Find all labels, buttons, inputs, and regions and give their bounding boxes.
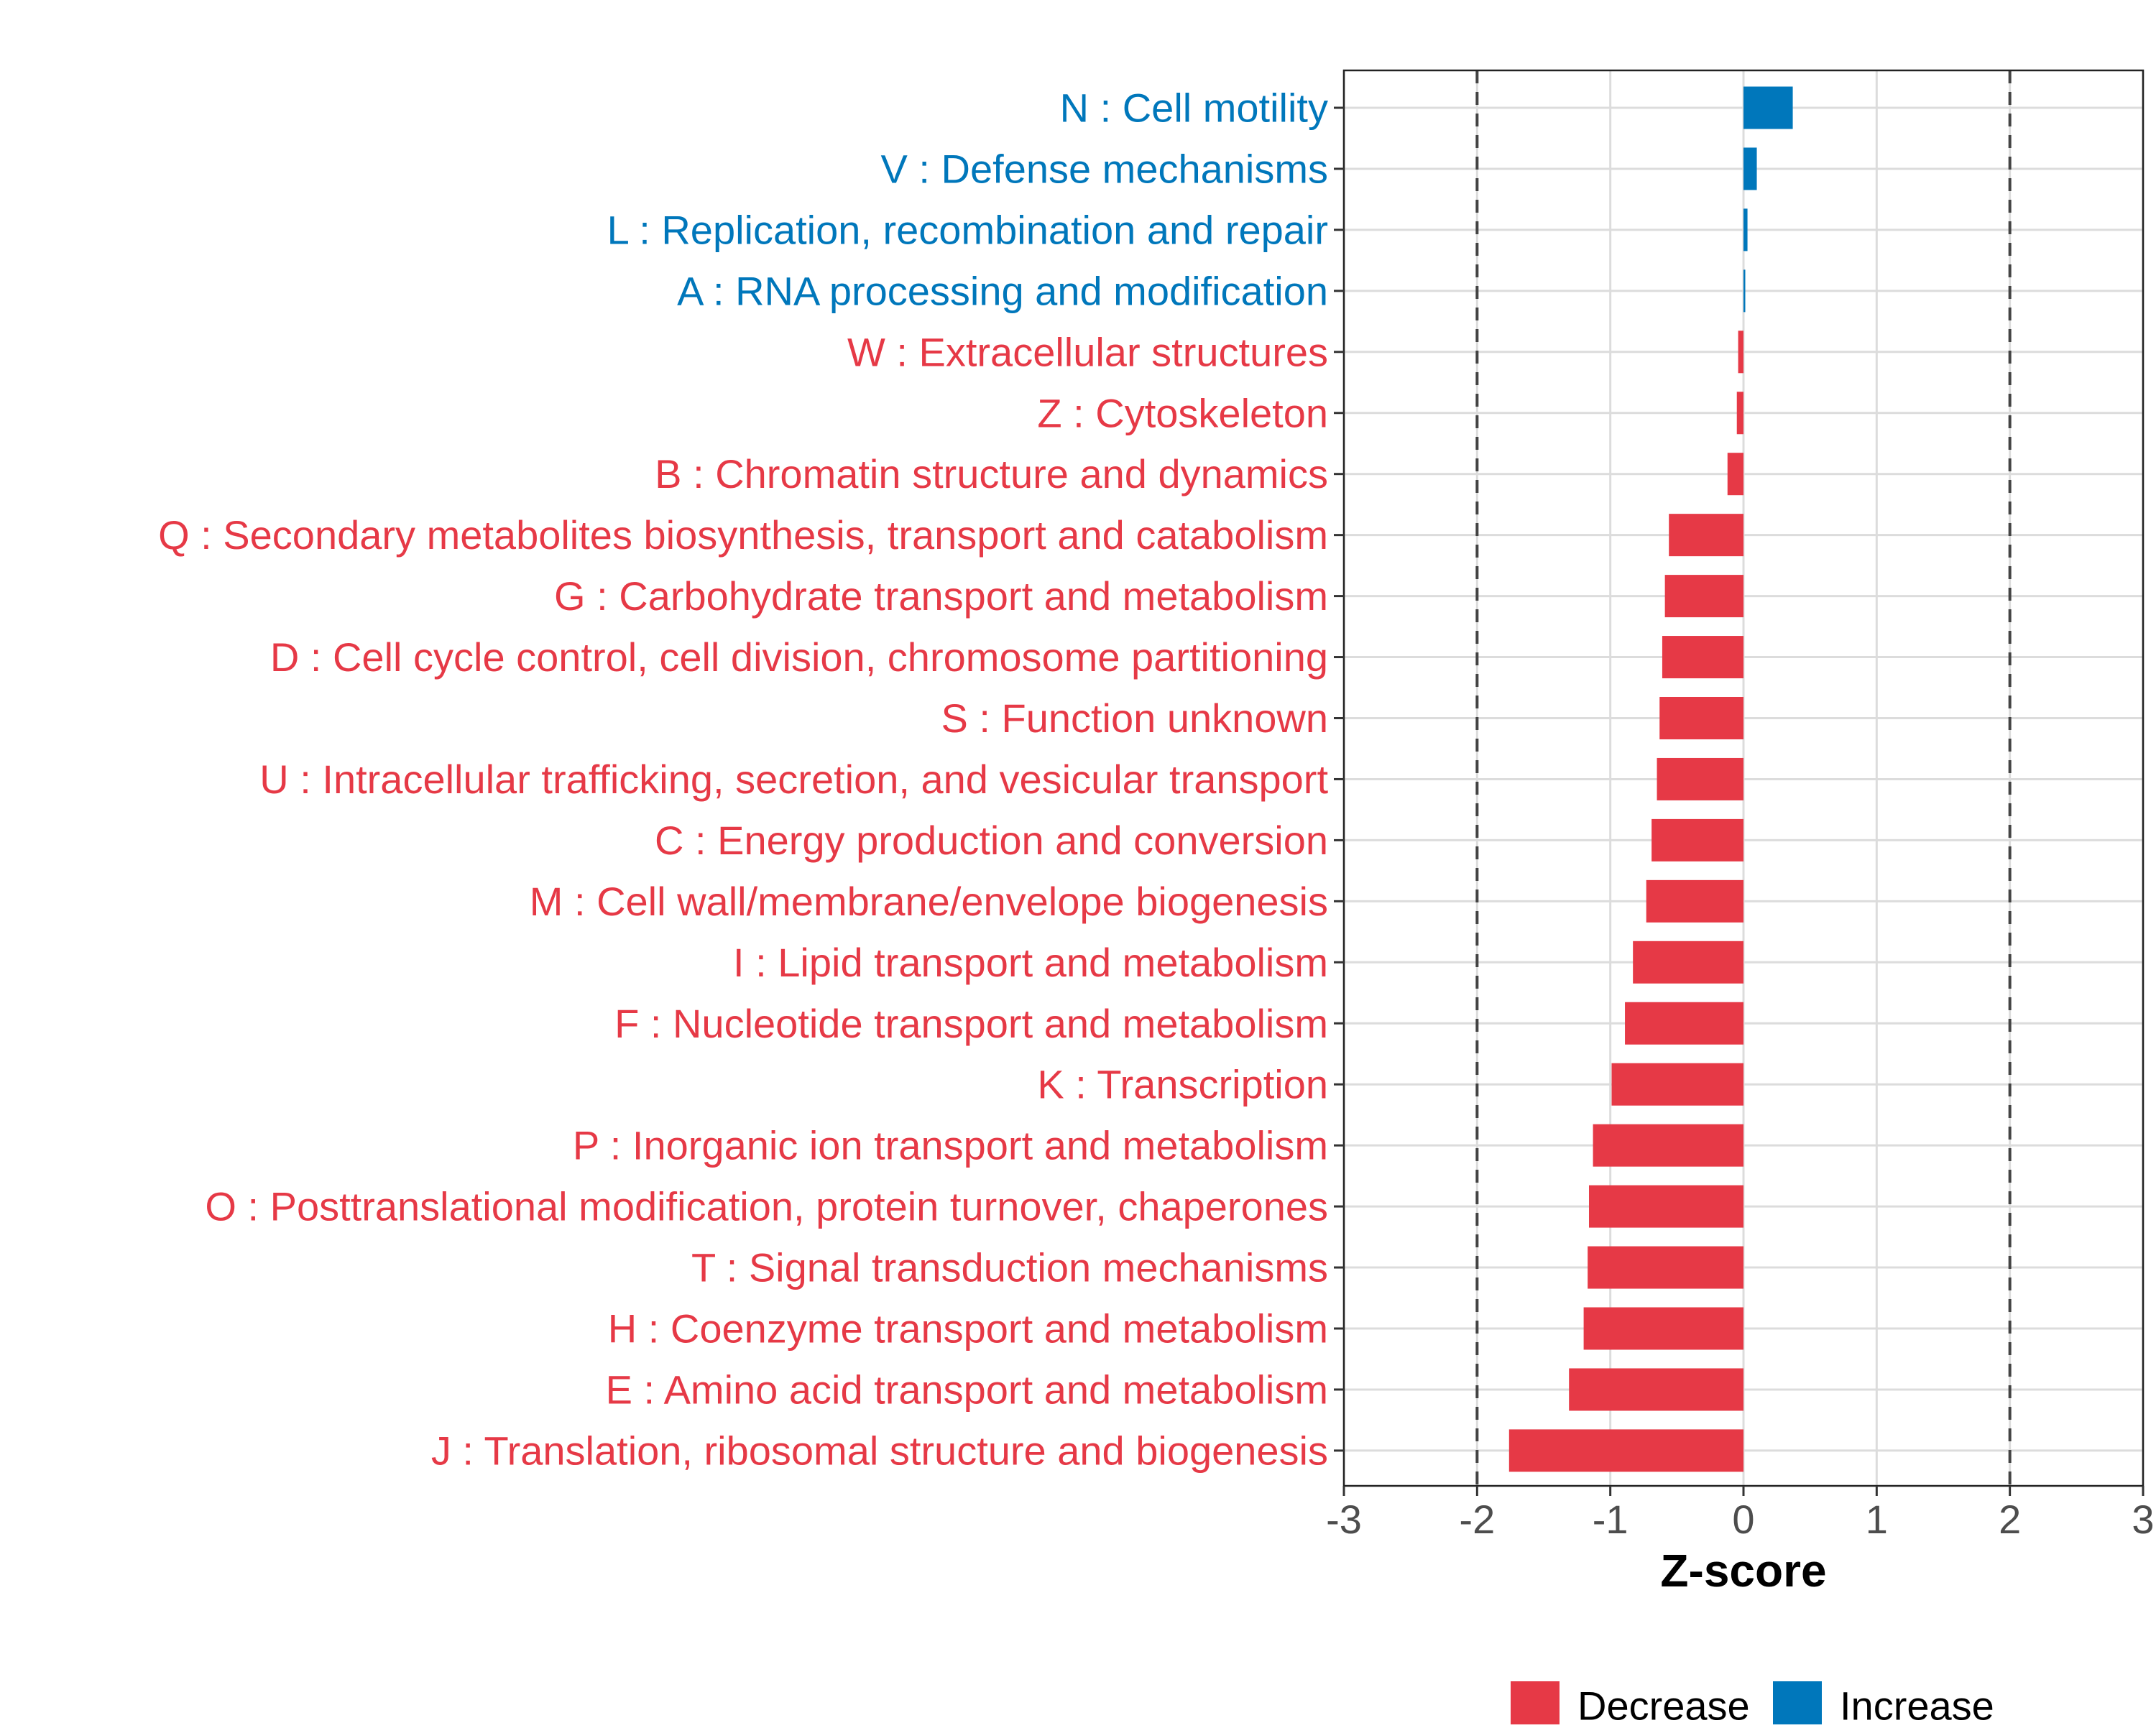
x-tick-label: 2 (1999, 1497, 2021, 1542)
bar (1664, 575, 1743, 618)
x-tick-label: 0 (1732, 1497, 1754, 1542)
y-tick-label: M : Cell wall/membrane/envelope biogenes… (530, 879, 1328, 924)
bar (1588, 1246, 1743, 1289)
bar (1743, 269, 1746, 313)
y-tick-label: H : Coenzyme transport and metabolism (608, 1306, 1328, 1352)
bar (1633, 941, 1743, 984)
bar (1662, 636, 1743, 679)
y-tick-label: T : Signal transduction mechanisms (691, 1245, 1328, 1290)
x-axis: -3 -2 -1 0 1 2 3 (1326, 1486, 2155, 1542)
y-tick-label: S : Function unknown (941, 696, 1328, 741)
y-tick-label: P : Inorganic ion transport and metaboli… (573, 1123, 1328, 1168)
bar (1743, 86, 1793, 129)
bar (1569, 1368, 1743, 1411)
y-tick-label: Z : Cytoskeleton (1037, 390, 1328, 435)
bar (1593, 1124, 1743, 1167)
bar (1669, 514, 1743, 557)
bar (1611, 1063, 1743, 1106)
bar (1625, 1002, 1743, 1045)
legend: Decrease Increase (1511, 1681, 1994, 1728)
y-tick-label: E : Amino acid transport and metabolism (606, 1367, 1328, 1412)
y-tick-label: Q : Secondary metabolites biosynthesis, … (158, 512, 1328, 558)
y-tick-label: I : Lipid transport and metabolism (733, 940, 1328, 985)
y-axis: N : Cell motility V : Defense mechanisms L… (158, 86, 1344, 1473)
bar (1583, 1307, 1743, 1350)
y-tick-label: B : Chromatin structure and dynamics (655, 451, 1328, 496)
x-tick-label: -2 (1459, 1497, 1495, 1542)
y-tick-label: A : RNA processing and modification (677, 268, 1328, 313)
bar (1738, 331, 1743, 374)
legend-key (1511, 1681, 1560, 1728)
bar (1651, 818, 1743, 861)
y-tick-label: L : Replication, recombination and repai… (607, 207, 1328, 252)
bar (1659, 697, 1743, 739)
y-tick-label: K : Transcription (1037, 1062, 1328, 1107)
y-tick-label: J : Translation, ribosomal structure and… (431, 1428, 1328, 1473)
y-tick-label: D : Cell cycle control, cell division, c… (270, 634, 1328, 680)
y-tick-label: U : Intracellular trafficking, secretion… (259, 757, 1328, 802)
x-axis-title: Z-score (1660, 1545, 1826, 1597)
legend-label: Increase (1840, 1683, 1994, 1725)
x-tick-label: 1 (1866, 1497, 1888, 1542)
y-tick-label: C : Energy production and conversion (655, 818, 1328, 863)
bar (1508, 1429, 1743, 1472)
y-tick-label: F : Nucleotide transport and metabolism (614, 1001, 1328, 1046)
x-tick-label: -3 (1326, 1497, 1362, 1542)
x-tick-label: 3 (2132, 1497, 2154, 1542)
y-tick-label: G : Carbohydrate transport and metabolis… (554, 573, 1328, 619)
bars-layer (1508, 86, 1793, 1472)
bar (1743, 147, 1757, 190)
bar (1727, 453, 1743, 496)
y-tick-label: W : Extracellular structures (847, 329, 1328, 374)
bar (1646, 879, 1743, 923)
y-tick-label: N : Cell motility (1060, 86, 1328, 131)
legend-key (1773, 1681, 1822, 1728)
x-tick-label: -1 (1593, 1497, 1628, 1542)
bar (1736, 392, 1743, 435)
y-tick-label: V : Defense mechanisms (881, 146, 1328, 191)
y-tick-label: O : Posttranslational modification, prot… (205, 1184, 1328, 1229)
bar (1589, 1185, 1743, 1228)
bar (1743, 208, 1748, 251)
legend-label: Decrease (1577, 1683, 1750, 1725)
bar (1657, 757, 1743, 800)
